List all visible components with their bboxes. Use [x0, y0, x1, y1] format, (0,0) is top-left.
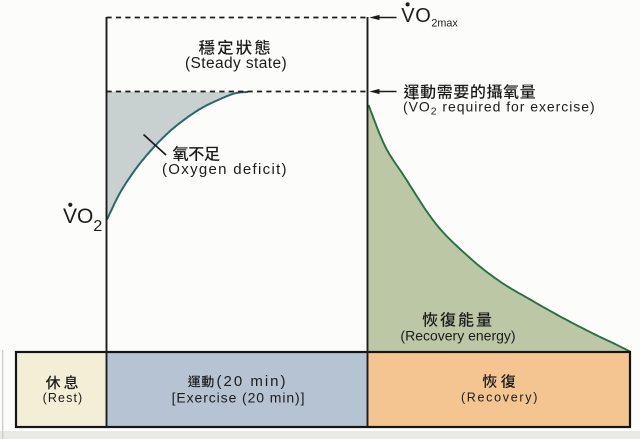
- svg-text:[Exercise (20 min)]: [Exercise (20 min)]: [172, 389, 306, 405]
- svg-text:(Recovery): (Recovery): [461, 391, 539, 405]
- svg-text:VO2max: VO2max: [401, 5, 458, 30]
- svg-text:(Steady state): (Steady state): [185, 55, 287, 72]
- svg-text:(VO2 required for exercise): (VO2 required for exercise): [403, 99, 596, 118]
- svg-text:(Oxygen deficit): (Oxygen deficit): [162, 161, 288, 178]
- svg-text:(20 min): (20 min): [217, 373, 288, 390]
- svg-text:(Rest): (Rest): [43, 391, 84, 405]
- svg-text:(Recovery energy): (Recovery energy): [400, 328, 515, 344]
